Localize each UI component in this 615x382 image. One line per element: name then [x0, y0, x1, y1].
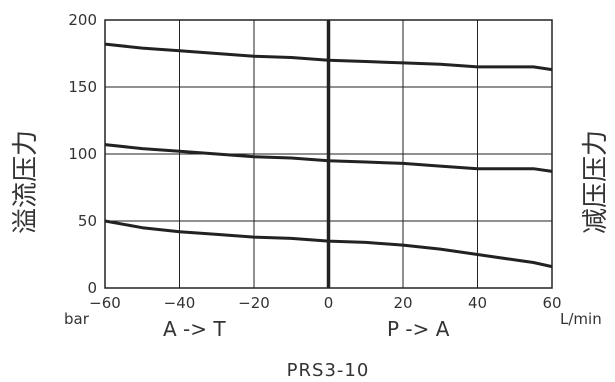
y-tick-label: 50 — [78, 212, 97, 230]
direction-left-label: A -> T — [163, 317, 226, 341]
y-tick-label: 100 — [68, 145, 97, 163]
direction-right-label: P -> A — [387, 317, 450, 341]
grid-lines — [104, 19, 553, 289]
x-unit-label: L/min — [560, 310, 602, 328]
series-line-1 — [104, 42, 553, 72]
y-unit-label: bar — [64, 310, 90, 328]
y-right-axis-label: 减压压力 — [581, 130, 611, 234]
x-tick-labels: −60 −40 −20 0 20 40 60 — [89, 294, 561, 312]
y-tick-labels: 0 50 100 150 200 — [68, 11, 97, 297]
y-tick-label: 0 — [87, 279, 97, 297]
x-tick-label: 40 — [468, 294, 487, 312]
x-tick-label: −40 — [164, 294, 196, 312]
y-tick-label: 150 — [68, 78, 97, 96]
y-left-axis-label: 溢流压力 — [11, 130, 41, 234]
chart-title: PRS3-10 — [287, 360, 370, 381]
x-tick-label: 20 — [393, 294, 412, 312]
x-tick-label: 0 — [324, 294, 334, 312]
series-line-2 — [104, 143, 553, 173]
series-lines — [104, 42, 553, 269]
plot-frame — [104, 19, 553, 289]
series-line-3 — [104, 219, 553, 269]
x-tick-label: −60 — [89, 294, 121, 312]
x-tick-label: −20 — [238, 294, 270, 312]
x-tick-label: 60 — [542, 294, 561, 312]
y-tick-label: 200 — [68, 11, 97, 29]
